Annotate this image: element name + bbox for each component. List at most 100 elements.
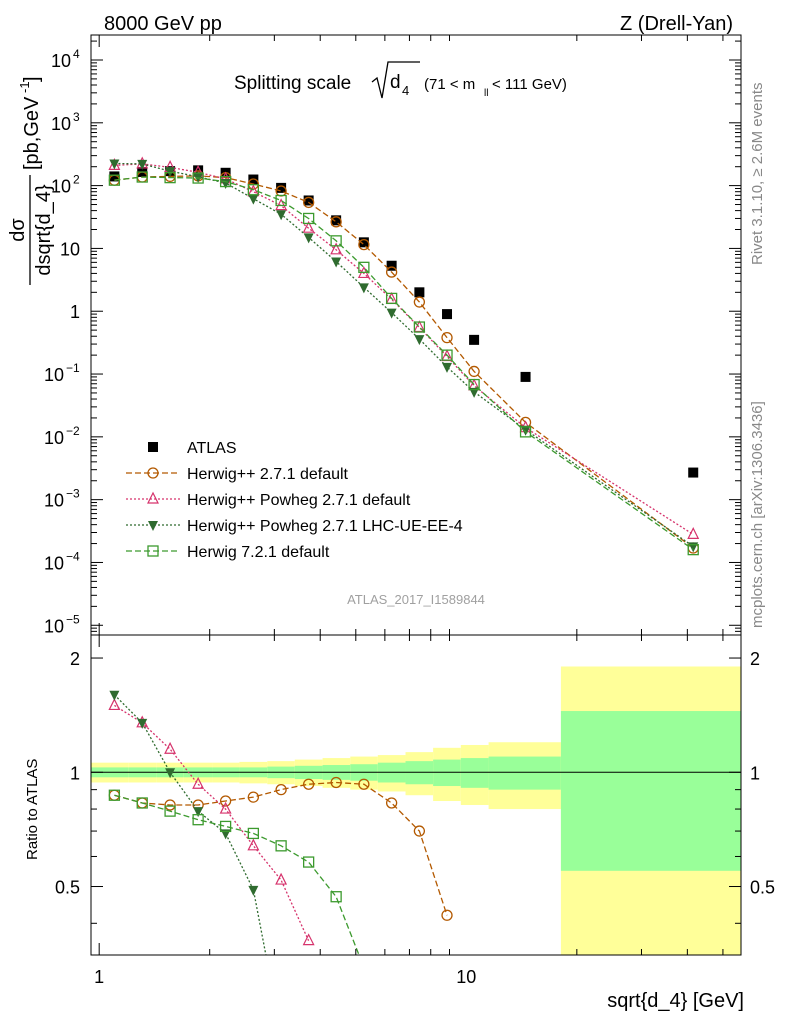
uncertainty-band-inner — [488, 756, 561, 790]
main-title-range-sub: ll — [484, 88, 488, 99]
y-tick-label: 10 — [51, 51, 71, 71]
ylabel-units-end: ] — [21, 76, 43, 82]
ratio-frame — [90, 634, 742, 956]
data-point — [519, 426, 532, 438]
data-point — [330, 235, 342, 247]
y-tick-exponent: −2 — [66, 424, 80, 438]
rivet-label: Rivet 3.1.10, ≥ 2.6M events — [749, 83, 766, 266]
ratio-y-axis-label: Ratio to ATLAS — [24, 759, 41, 860]
sqrt-sign — [371, 61, 420, 99]
ratio-point — [247, 791, 260, 803]
ratio-series-line — [113, 694, 267, 955]
data-point — [413, 321, 426, 333]
ratio-point — [192, 776, 205, 789]
ratio-y-tick-label-left: 2 — [70, 649, 80, 669]
data-point — [469, 334, 480, 345]
data-point — [248, 194, 259, 205]
legend: ATLAS Herwig++ 2.7.1 default Herwig++ Powh… — [126, 440, 463, 561]
ratio-point — [247, 838, 260, 851]
data-point — [385, 292, 398, 305]
ratio-point — [385, 797, 398, 809]
ratio-point — [358, 778, 370, 790]
ratio-panel: 0.5 0.5 1 1 2 2 1 10 — [55, 634, 775, 987]
ratio-series — [108, 690, 453, 955]
ratio-point — [441, 909, 453, 921]
y-tick-label: 1 — [70, 302, 80, 322]
ratio-point — [193, 807, 204, 818]
data-point — [302, 196, 315, 209]
y-tick-label: 10 — [60, 239, 80, 259]
ratio-point — [302, 856, 315, 868]
ratio-bands — [91, 666, 741, 955]
data-point — [275, 194, 287, 207]
y-tick-label: 10 — [44, 491, 64, 511]
main-title-d-sub: 4 — [402, 83, 409, 98]
ylabel-units: [pb,GeV — [21, 96, 43, 170]
legend-label: Herwig++ Powheg 2.7.1 default — [187, 492, 411, 509]
data-point — [358, 283, 369, 294]
ratio-series-2 — [109, 690, 267, 955]
main-title-range-end: < 111 GeV) — [492, 76, 567, 93]
data-point — [687, 543, 699, 556]
header-right: Z (Drell-Yan) — [620, 13, 733, 35]
data-point — [330, 216, 342, 228]
ratio-series-line — [114, 794, 360, 955]
legend-marker — [147, 491, 159, 504]
main-title: Splitting scale d 4 (71 < m ll < 111 GeV… — [234, 61, 567, 99]
data-point — [275, 198, 288, 211]
x-tick-label: 1 — [94, 967, 104, 987]
data-point — [687, 527, 700, 539]
y-tick-exponent: −1 — [66, 361, 80, 375]
ratio-point — [164, 799, 176, 811]
x-tick-label: 10 — [456, 967, 476, 987]
ratio-series-line — [114, 781, 448, 916]
uncertainty-band-inner — [460, 758, 489, 788]
series-0 — [109, 165, 699, 478]
series-3 — [109, 159, 699, 553]
data-point — [520, 425, 531, 436]
uncertainty-band-inner — [560, 711, 741, 871]
data-point — [109, 159, 120, 170]
main-title-d: d — [390, 72, 401, 93]
data-point — [109, 171, 120, 182]
ratio-point — [192, 814, 204, 826]
ratio-point — [164, 741, 177, 754]
data-point — [385, 266, 398, 278]
ratio-point — [302, 933, 315, 946]
data-point — [330, 242, 343, 255]
main-y-axis-label: dσ dsqrt{d_4} [pb,GeV -1 ] — [7, 76, 55, 285]
ratio-point — [219, 801, 232, 814]
ratio-point — [219, 820, 232, 833]
data-point — [331, 215, 342, 226]
data-point — [137, 159, 148, 170]
y-tick-exponent: −3 — [66, 487, 80, 501]
legend-label: Herwig++ 2.7.1 default — [187, 466, 349, 483]
ratio-point — [302, 778, 315, 790]
ratio-ticks: 0.5 0.5 1 1 2 2 1 10 — [55, 635, 775, 987]
data-point — [414, 335, 425, 346]
ratio-point — [165, 768, 176, 779]
header-left: 8000 GeV pp — [104, 13, 222, 35]
data-point — [442, 309, 453, 320]
series-line — [114, 162, 694, 547]
data-point — [302, 220, 315, 233]
y-tick-label: 10 — [44, 553, 64, 573]
data-point — [469, 387, 480, 398]
ratio-series-0 — [108, 776, 453, 921]
main-series — [108, 156, 700, 556]
ratio-point — [275, 840, 287, 852]
ratio-y-tick-label-right: 1 — [750, 763, 760, 783]
legend-label: Herwig++ Powheg 2.7.1 LHC-UE-EE-4 — [187, 518, 463, 535]
y-tick-label: 10 — [44, 365, 64, 385]
data-point — [413, 296, 426, 308]
data-point — [386, 308, 397, 319]
data-point — [276, 182, 287, 193]
ratio-y-tick-label-left: 0.5 — [55, 878, 80, 898]
data-point — [219, 175, 232, 188]
data-point — [386, 260, 397, 271]
data-point — [358, 261, 370, 273]
legend-marker — [148, 521, 158, 531]
ratio-series-3 — [108, 789, 360, 955]
